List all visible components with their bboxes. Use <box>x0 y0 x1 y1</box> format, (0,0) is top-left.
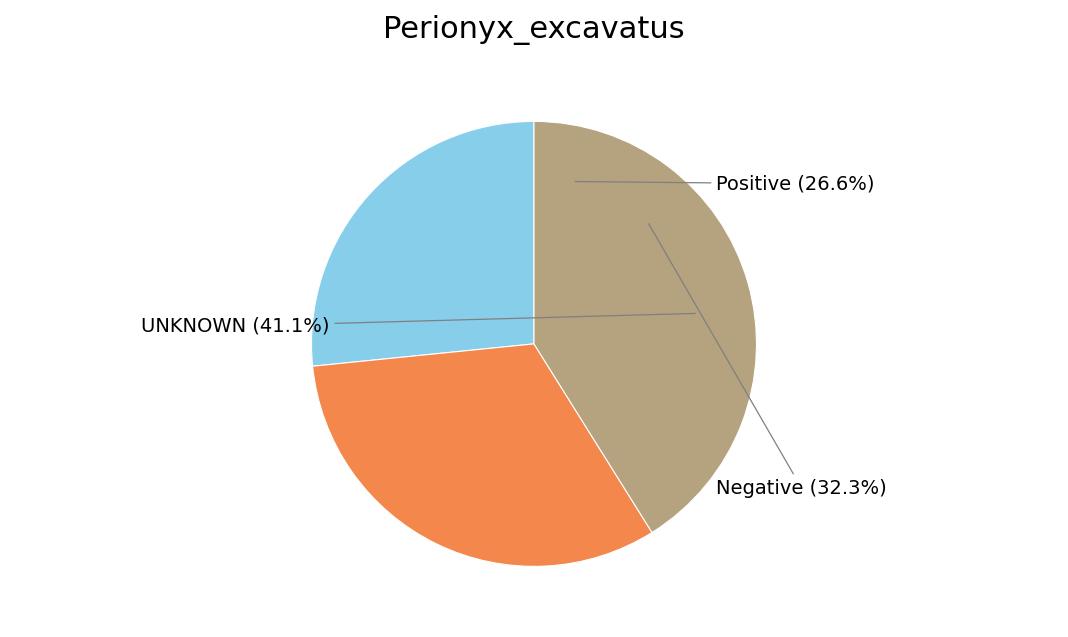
Wedge shape <box>534 122 756 533</box>
Text: UNKNOWN (41.1%): UNKNOWN (41.1%) <box>141 313 695 336</box>
Title: Perionyx_excavatus: Perionyx_excavatus <box>383 15 685 45</box>
Text: Negative (32.3%): Negative (32.3%) <box>648 224 888 498</box>
Wedge shape <box>313 344 653 566</box>
Wedge shape <box>312 122 534 366</box>
Text: Positive (26.6%): Positive (26.6%) <box>576 174 875 193</box>
